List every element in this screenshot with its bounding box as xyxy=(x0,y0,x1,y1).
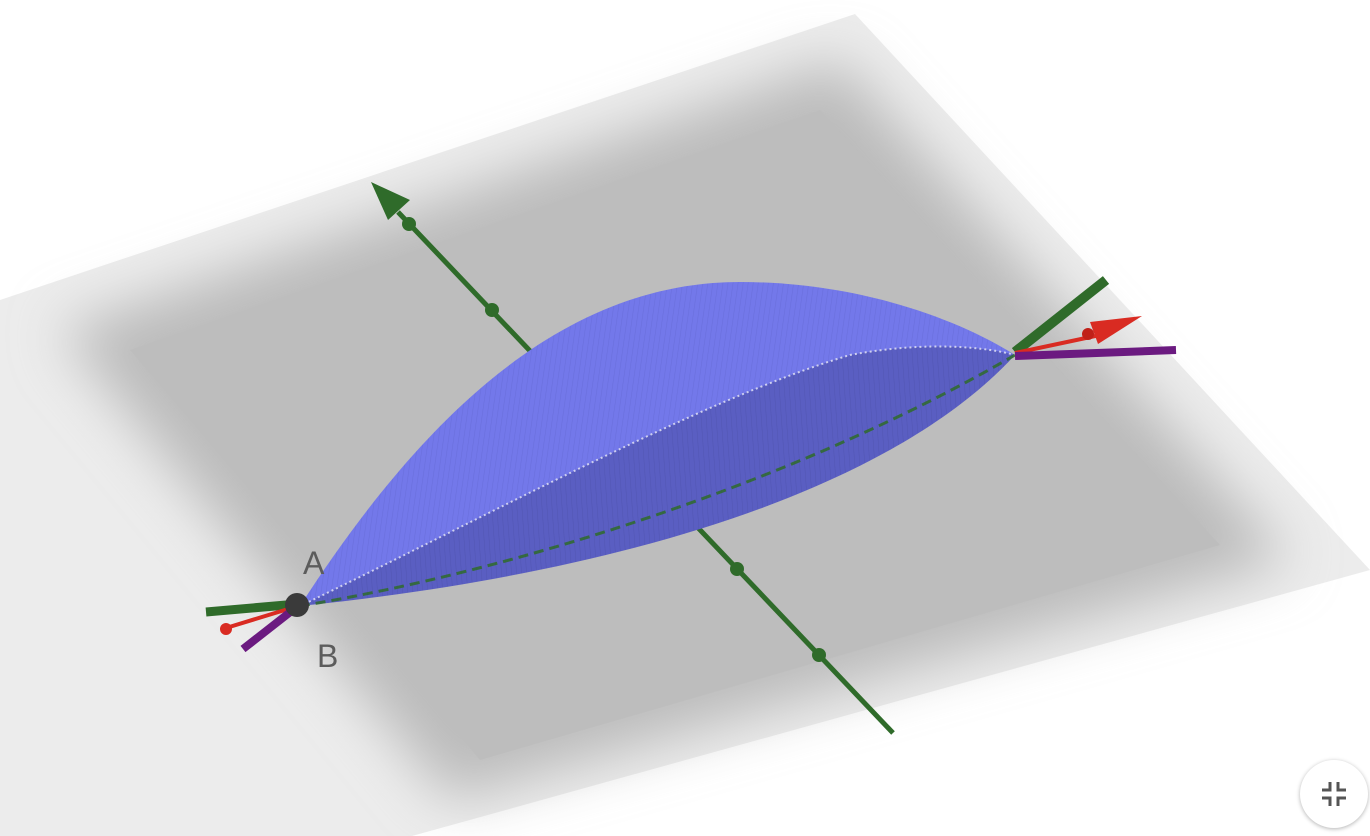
y-axis-tick xyxy=(812,648,826,662)
point-b-label: B xyxy=(317,638,338,674)
y-axis-tick xyxy=(485,303,499,317)
vectors-right xyxy=(1011,276,1177,360)
point-a-label: A xyxy=(303,545,325,581)
exit-fullscreen-icon xyxy=(1322,782,1346,806)
point-b[interactable]: B xyxy=(317,638,338,674)
surface[interactable] xyxy=(299,282,1016,608)
point-a[interactable]: A xyxy=(285,545,325,617)
exit-fullscreen-button[interactable] xyxy=(1300,760,1368,828)
y-axis-tick xyxy=(730,562,744,576)
y-axis-tick xyxy=(402,217,416,231)
